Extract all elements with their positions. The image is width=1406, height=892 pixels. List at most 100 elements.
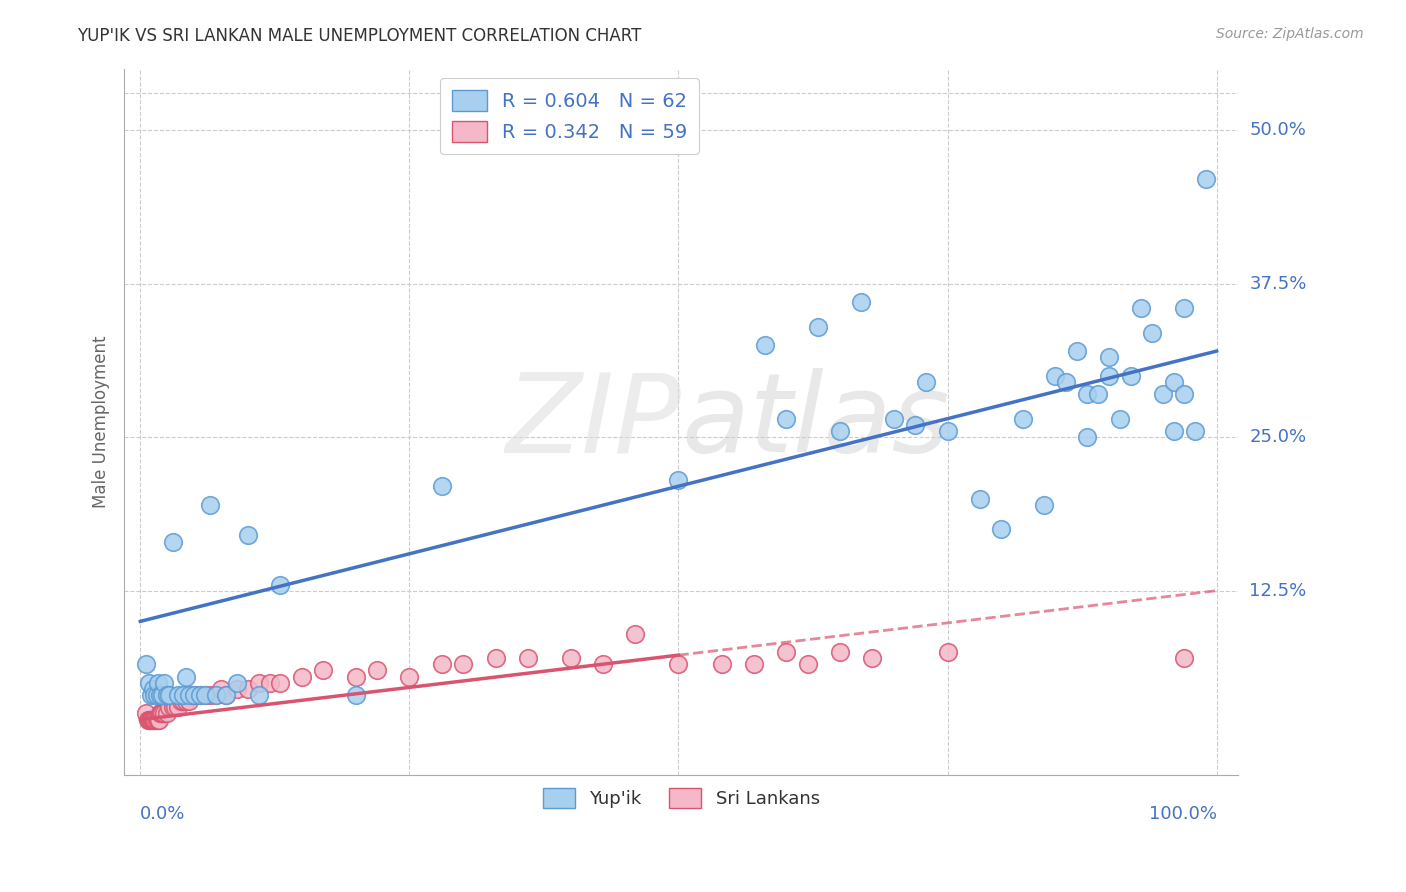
Point: [516, 651, 538, 665]
Point: [150, 688, 173, 702]
Point: [710, 657, 733, 672]
Point: [1130, 301, 1153, 315]
Point: [183, 688, 205, 702]
Point: [1108, 411, 1130, 425]
Point: [915, 375, 938, 389]
Point: [135, 706, 157, 721]
Point: [150, 706, 173, 721]
Point: [215, 688, 238, 702]
Point: [484, 651, 506, 665]
Point: [796, 657, 818, 672]
Point: [668, 473, 690, 487]
Point: [200, 498, 222, 512]
Point: [143, 713, 166, 727]
Point: [904, 417, 927, 432]
Point: [172, 688, 194, 702]
Point: [269, 577, 291, 591]
Point: [167, 688, 190, 702]
Point: [247, 675, 270, 690]
Point: [163, 700, 186, 714]
Point: [204, 688, 226, 702]
Point: [990, 522, 1012, 536]
Point: [344, 670, 367, 684]
Point: [828, 424, 851, 438]
Point: [149, 688, 172, 702]
Point: [366, 664, 388, 678]
Point: [969, 491, 991, 506]
Point: [851, 294, 873, 309]
Point: [1173, 301, 1195, 315]
Point: [145, 713, 167, 727]
Point: [1066, 344, 1088, 359]
Point: [1184, 424, 1206, 438]
Point: [181, 688, 204, 702]
Point: [141, 713, 163, 727]
Point: [592, 657, 614, 672]
Point: [291, 670, 314, 684]
Point: [170, 694, 193, 708]
Point: [1076, 430, 1098, 444]
Point: [177, 688, 200, 702]
Point: [1140, 326, 1163, 340]
Point: [200, 688, 222, 702]
Point: [194, 688, 217, 702]
Point: [247, 688, 270, 702]
Point: [828, 645, 851, 659]
Point: [936, 645, 959, 659]
Text: ZIP: ZIP: [505, 368, 681, 475]
Point: [209, 681, 232, 696]
Point: [1054, 375, 1077, 389]
Text: 37.5%: 37.5%: [1250, 275, 1306, 293]
Point: [624, 626, 647, 640]
Point: [754, 338, 776, 352]
Point: [167, 700, 190, 714]
Point: [145, 688, 167, 702]
Point: [162, 700, 184, 714]
Point: [146, 675, 169, 690]
Point: [259, 675, 281, 690]
Point: [430, 657, 453, 672]
Point: [157, 688, 180, 702]
Point: [156, 688, 179, 702]
Point: [1119, 368, 1142, 383]
Point: [1163, 424, 1185, 438]
Text: YUP'IK VS SRI LANKAN MALE UNEMPLOYMENT CORRELATION CHART: YUP'IK VS SRI LANKAN MALE UNEMPLOYMENT C…: [77, 27, 641, 45]
Point: [138, 713, 160, 727]
Point: [153, 675, 176, 690]
Point: [135, 657, 157, 672]
Point: [775, 411, 797, 425]
Point: [1152, 387, 1174, 401]
Point: [860, 651, 883, 665]
Point: [194, 688, 217, 702]
Point: [149, 706, 172, 721]
Point: [560, 651, 582, 665]
Point: [1076, 387, 1098, 401]
Point: [1087, 387, 1109, 401]
Point: [142, 681, 165, 696]
Point: [1012, 411, 1035, 425]
Point: [883, 411, 905, 425]
Point: [215, 688, 238, 702]
Point: [226, 675, 249, 690]
Point: [312, 664, 335, 678]
Point: [136, 713, 159, 727]
Point: [1173, 651, 1195, 665]
Point: [936, 424, 959, 438]
Point: [148, 713, 170, 727]
Point: [157, 700, 180, 714]
Point: [156, 706, 179, 721]
Point: [174, 694, 197, 708]
Point: [172, 694, 194, 708]
Point: [149, 706, 172, 721]
Point: [269, 675, 291, 690]
Text: atlas: atlas: [681, 368, 950, 475]
Point: [742, 657, 765, 672]
Point: [1033, 498, 1056, 512]
Y-axis label: Male Unemployment: Male Unemployment: [93, 335, 110, 508]
Point: [204, 688, 226, 702]
Point: [236, 681, 259, 696]
Point: [146, 713, 169, 727]
Point: [138, 675, 160, 690]
Point: [668, 657, 690, 672]
Text: 0.0%: 0.0%: [141, 805, 186, 823]
